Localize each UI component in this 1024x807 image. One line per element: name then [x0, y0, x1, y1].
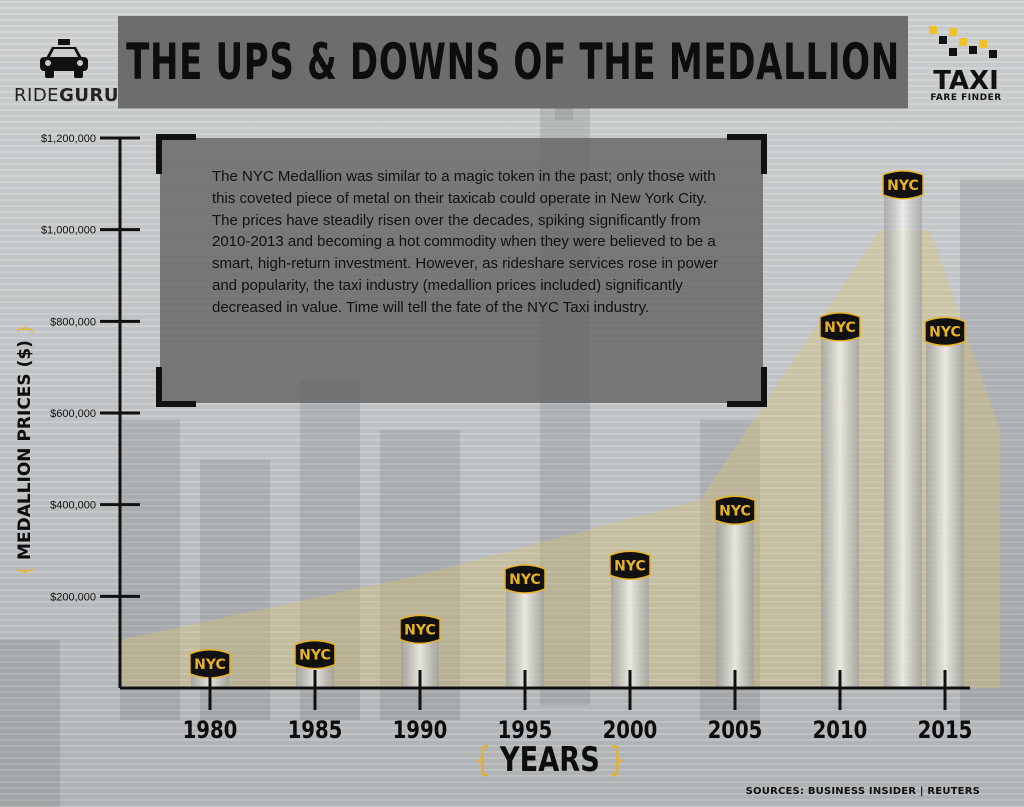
page-title: THE UPS & DOWNS OF THE MEDALLION	[126, 33, 900, 91]
x-tick-label: 1995	[498, 717, 553, 744]
checker-icon	[929, 26, 997, 58]
x-tick-label: 2010	[813, 717, 868, 744]
corner-bracket-bottom-left	[156, 367, 196, 407]
bar-label: NYC	[509, 572, 541, 588]
brand-left-light: RIDE	[14, 85, 60, 106]
bar	[611, 564, 649, 688]
info-text: The NYC Medallion was similar to a magic…	[212, 168, 719, 316]
taxi-fare-finder-logo: TAXI FARE FINDER	[920, 22, 1012, 103]
bar-badge	[882, 170, 924, 200]
y-tick-label: $600,000	[50, 408, 96, 420]
bar-label: NYC	[194, 657, 226, 673]
bar-label: NYC	[299, 648, 331, 664]
x-title-right-bracket: }	[599, 740, 626, 780]
x-axis-title-text: YEARS	[500, 740, 600, 780]
bar-badge	[399, 614, 441, 645]
y-tick-label: $400,000	[50, 500, 96, 512]
bar	[926, 330, 964, 688]
brand-right-subtitle: FARE FINDER	[930, 93, 1002, 103]
x-tick-label: 2000	[603, 717, 658, 744]
taxi-car-icon	[40, 39, 88, 78]
bar-label: NYC	[929, 325, 961, 341]
y-title-left-bracket: {	[15, 559, 35, 577]
bar	[506, 578, 544, 688]
sources-note: SOURCES: BUSINESS INSIDER | REUTERS	[745, 786, 980, 797]
bar	[821, 325, 859, 688]
bar-badge	[924, 316, 966, 347]
bar-label: NYC	[614, 558, 646, 574]
corner-bracket-top-left	[156, 134, 196, 174]
bar-badge	[714, 495, 756, 525]
y-tick-label: $800,000	[50, 316, 96, 328]
bar-badge	[294, 639, 336, 670]
bar-label: NYC	[824, 320, 856, 336]
x-tick-label: 1990	[393, 717, 448, 744]
bar-badge	[189, 649, 231, 679]
x-tick-label: 2015	[918, 717, 973, 744]
x-tick-label: 1980	[183, 717, 238, 744]
bar-badge	[609, 550, 651, 580]
y-axis-title: { MEDALLION PRICES ($) }	[15, 324, 35, 576]
rideguru-logo: RIDEGURU	[14, 38, 118, 106]
info-panel: The NYC Medallion was similar to a magic…	[156, 134, 767, 407]
bar-badge	[819, 312, 861, 342]
corner-bracket-bottom-right	[727, 367, 767, 407]
bar-label: NYC	[404, 622, 436, 638]
bar	[884, 183, 922, 689]
y-title-right-bracket: }	[15, 323, 35, 341]
y-tick-label: $1,200,000	[41, 133, 96, 145]
x-tick-label: 1985	[288, 717, 343, 744]
bar-badge	[504, 564, 546, 594]
bar-label: NYC	[719, 503, 751, 519]
bar	[716, 509, 754, 688]
x-tick-label: 2005	[708, 717, 763, 744]
corner-bracket-top-right	[727, 134, 767, 174]
x-axis-title: { YEARS }	[420, 740, 680, 780]
brand-left-bold: GURU	[59, 85, 119, 106]
bar-label: NYC	[887, 178, 919, 194]
title-bar: THE UPS & DOWNS OF THE MEDALLION	[118, 16, 908, 108]
y-axis-title-text: MEDALLION PRICES ($)	[15, 340, 35, 560]
y-axis-title-wrap: { MEDALLION PRICES ($) }	[14, 300, 36, 600]
x-title-left-bracket: {	[474, 740, 501, 780]
y-tick-label: $200,000	[50, 591, 96, 603]
y-tick-label: $1,000,000	[41, 225, 96, 237]
brand-right-name: TAXI	[933, 66, 999, 96]
